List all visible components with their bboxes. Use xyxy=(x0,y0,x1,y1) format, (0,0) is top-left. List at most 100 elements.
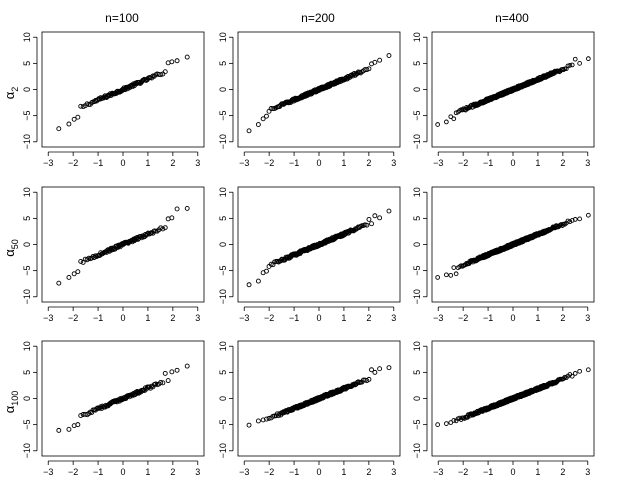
x-tick-label: 1 xyxy=(145,158,150,168)
qq-point xyxy=(567,63,573,68)
qq-point xyxy=(333,233,339,239)
y-tick-label: −5 xyxy=(412,420,422,430)
qq-point xyxy=(448,272,454,278)
x-tick-label: 2 xyxy=(366,467,371,477)
y-tick-label: 5 xyxy=(218,216,228,221)
qq-point xyxy=(569,62,575,68)
x-tick-label: 0 xyxy=(316,158,321,168)
qq-point xyxy=(471,101,477,107)
qq-point xyxy=(75,269,81,275)
y-axis: −10 −5 0 5 10 xyxy=(218,32,234,149)
x-tick-label: 0 xyxy=(316,467,321,477)
qq-point xyxy=(451,116,457,122)
qq-point xyxy=(372,59,378,65)
x-tick-label: 3 xyxy=(195,158,200,168)
qq-point xyxy=(169,59,175,65)
y-tick-label: 5 xyxy=(22,370,32,375)
x-tick-label: 1 xyxy=(535,158,540,168)
x-tick-label: −1 xyxy=(289,313,299,323)
qq-point xyxy=(169,369,175,375)
plot-frame xyxy=(237,340,401,457)
qq-points xyxy=(56,363,190,433)
row-label-alpha-2: α2 xyxy=(2,87,20,100)
qq-point xyxy=(386,208,392,214)
x-tick-label: −3 xyxy=(43,467,53,477)
qq-point xyxy=(453,271,459,277)
qq-point xyxy=(565,218,571,224)
x-tick-label: −2 xyxy=(68,313,78,323)
y-tick-label: 10 xyxy=(22,32,32,42)
x-tick-label: 1 xyxy=(535,313,540,323)
qq-point xyxy=(118,396,124,402)
qq-point xyxy=(246,282,252,288)
x-tick-label: −1 xyxy=(483,313,493,323)
qq-point xyxy=(448,420,454,425)
qq-point xyxy=(153,381,159,387)
x-tick-label: 2 xyxy=(366,313,371,323)
x-tick-label: −2 xyxy=(458,467,468,477)
plot-frame xyxy=(431,31,595,148)
qq-point xyxy=(56,126,62,132)
qq-point xyxy=(174,367,180,373)
qq-points xyxy=(246,53,392,134)
qq-points xyxy=(56,205,190,286)
qq-point xyxy=(464,105,469,110)
qq-point xyxy=(274,258,280,264)
x-tick-label: 0 xyxy=(120,158,125,168)
qq-point xyxy=(75,114,81,120)
x-tick-label: −2 xyxy=(68,467,78,477)
qq-point xyxy=(66,274,72,280)
qq-point xyxy=(184,363,190,369)
qq-point xyxy=(255,122,261,127)
y-tick-label: 5 xyxy=(218,370,228,375)
qq-point xyxy=(347,228,353,234)
qq-point xyxy=(174,206,180,212)
x-axis: −3 −2 −1 0 1 2 3 xyxy=(433,460,590,477)
qq-point xyxy=(266,415,272,421)
qq-point xyxy=(586,212,591,218)
qq-point xyxy=(386,365,392,371)
y-tick-label: −10 xyxy=(412,134,422,149)
qq-point xyxy=(56,280,62,286)
x-tick-label: −1 xyxy=(483,158,493,168)
y-tick-label: 10 xyxy=(218,341,228,351)
y-axis: −10 −5 0 5 10 xyxy=(412,341,428,458)
y-tick-label: −5 xyxy=(22,420,32,430)
y-tick-label: 0 xyxy=(218,242,228,247)
x-tick-label: 3 xyxy=(585,467,590,477)
x-tick-label: −1 xyxy=(289,467,299,477)
x-tick-label: −3 xyxy=(433,467,443,477)
x-tick-label: 1 xyxy=(341,158,346,168)
x-tick-label: 3 xyxy=(391,313,396,323)
y-tick-label: −10 xyxy=(218,289,228,304)
y-tick-label: 10 xyxy=(22,341,32,351)
y-tick-label: 5 xyxy=(412,216,422,221)
qq-point xyxy=(78,103,84,109)
x-tick-label: 0 xyxy=(316,313,321,323)
qq-point xyxy=(121,85,127,91)
column-title-n200: n=200 xyxy=(301,11,335,25)
x-tick-label: 2 xyxy=(170,467,175,477)
qq-point xyxy=(169,215,175,221)
y-tick-label: 0 xyxy=(412,242,422,247)
y-tick-label: 10 xyxy=(218,32,228,42)
y-tick-label: 10 xyxy=(412,341,422,351)
x-tick-label: 3 xyxy=(391,467,396,477)
column-titles: n=100 n=200 n=400 xyxy=(105,11,529,25)
qq-point xyxy=(162,225,168,231)
x-tick-label: −2 xyxy=(458,158,468,168)
qq-point xyxy=(324,391,329,397)
x-tick-label: −2 xyxy=(264,313,274,323)
qq-point xyxy=(360,377,366,383)
qq-point xyxy=(184,54,190,60)
qq-point xyxy=(435,122,440,127)
qq-point xyxy=(158,225,164,231)
qq-point xyxy=(162,370,168,376)
qq-point xyxy=(369,367,374,373)
y-tick-label: 10 xyxy=(412,187,422,197)
y-axis: −10 −5 0 5 10 xyxy=(22,341,38,458)
y-tick-label: −5 xyxy=(22,266,32,276)
